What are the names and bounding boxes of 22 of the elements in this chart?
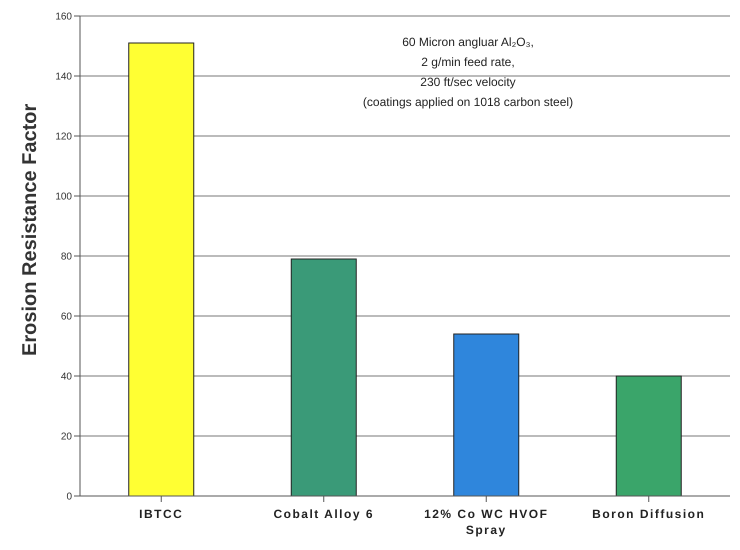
annotation: 2 g/min feed rate,: [420, 54, 516, 71]
bar: [616, 376, 682, 496]
annotation: 230 ft/sec velocity: [419, 74, 517, 91]
y-tick-label: 20: [60, 432, 72, 443]
x-tick-label: IBTCC: [139, 507, 184, 521]
y-tick-label: 40: [60, 372, 72, 383]
x-tick-label: Boron Diffusion: [592, 507, 706, 521]
y-tick-label: 160: [55, 12, 72, 23]
y-axis-title: Erosion Resistance Factor: [19, 103, 42, 356]
y-tick-label: 100: [55, 192, 72, 203]
y-tick-label: 0: [66, 492, 72, 503]
x-tick-label: 12% Co WC HVOF Spray: [424, 507, 548, 537]
bar: [128, 42, 194, 496]
annotation: (coatings applied on 1018 carbon steel): [362, 94, 574, 111]
y-tick-label: 80: [60, 252, 72, 263]
bar: [453, 334, 520, 496]
annotation: 60 Micron angluar Al₂O₃,: [401, 34, 535, 51]
y-tick-label: 140: [55, 72, 72, 83]
x-tick-label: Cobalt Alloy 6: [273, 507, 374, 521]
y-tick-label: 120: [55, 132, 72, 143]
bar: [290, 258, 357, 496]
y-tick-label: 60: [60, 312, 72, 323]
